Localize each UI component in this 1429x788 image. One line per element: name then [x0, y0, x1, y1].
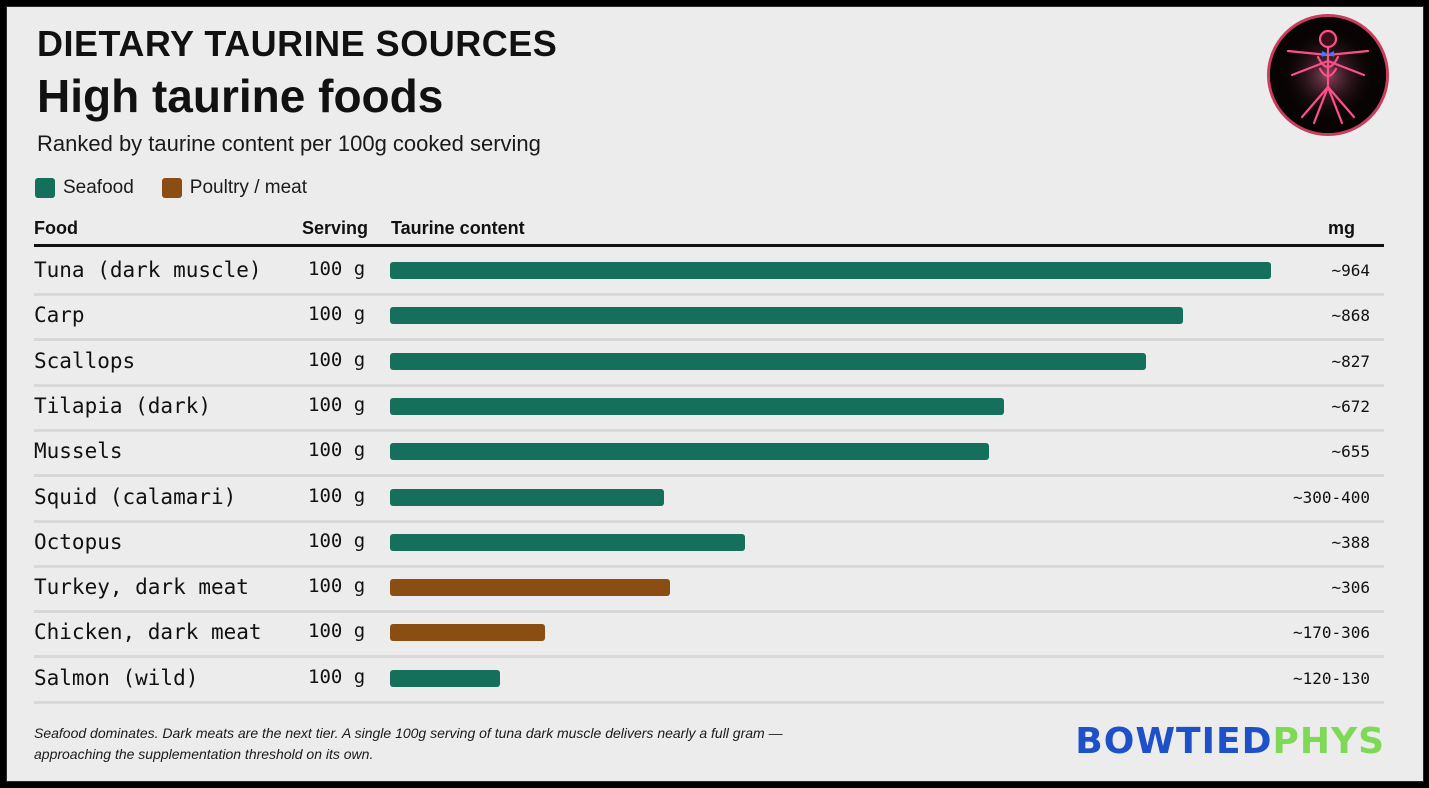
- food-name: Scallops: [34, 348, 136, 373]
- food-name: Squid (calamari): [34, 484, 237, 509]
- serving-size: 100 g: [308, 258, 366, 280]
- infographic-card: DIETARY TAURINE SOURCES High taurine foo…: [6, 6, 1424, 782]
- food-name: Salmon (wild): [34, 665, 199, 690]
- taurine-bar: [390, 262, 1271, 279]
- legend-swatch-poultry-meat: [161, 178, 182, 198]
- legend-item-poultry-meat: Poultry / meat: [161, 177, 308, 199]
- legend: Seafood Poultry / meat: [35, 177, 335, 199]
- column-header-mg: mg: [1328, 218, 1355, 238]
- serving-size: 100 g: [308, 575, 366, 598]
- table-row: Mussels 100 g ~655: [34, 429, 1384, 478]
- legend-swatch-seafood: [35, 178, 55, 198]
- taurine-value-label: ~306: [1331, 578, 1370, 598]
- serving-size: 100 g: [308, 393, 366, 416]
- legend-label-seafood: Seafood: [63, 177, 134, 198]
- kicker-title: DIETARY TAURINE SOURCES: [37, 23, 558, 64]
- taurine-bar: [390, 579, 670, 597]
- serving-size: 100 g: [308, 665, 366, 688]
- serving-size: 100 g: [308, 484, 366, 507]
- table-row: Turkey, dark meat 100 g ~306: [34, 565, 1384, 614]
- taurine-bar: [390, 533, 745, 551]
- legend-item-seafood: Seafood: [35, 177, 134, 199]
- column-header-serving: Serving: [302, 218, 369, 238]
- taurine-bar: [390, 624, 545, 642]
- brand-logo: BOWTIEDPHYS: [1075, 721, 1385, 762]
- food-name: Octopus: [34, 529, 123, 554]
- food-name: Tuna (dark muscle): [34, 258, 262, 282]
- table-row: Octopus 100 g ~388: [34, 520, 1384, 568]
- brand-part-2: PHYS: [1272, 721, 1385, 762]
- taurine-value-label: ~827: [1331, 351, 1370, 371]
- table-row: Scallops 100 g ~827: [34, 339, 1384, 387]
- table-row: Tilapia (dark) 100 g ~672: [34, 384, 1384, 432]
- serving-size: 100 g: [308, 348, 366, 371]
- taurine-bar: [390, 352, 1146, 370]
- column-header-taurine: Taurine content: [391, 218, 525, 238]
- brand-part-1: BOWTIED: [1075, 721, 1273, 762]
- table-row: Squid (calamari) 100 g ~300-400: [34, 475, 1384, 523]
- serving-size: 100 g: [308, 620, 366, 643]
- subtitle: Ranked by taurine content per 100g cooke…: [37, 131, 541, 156]
- food-name: Tilapia (dark): [34, 393, 212, 418]
- column-header-food: Food: [34, 218, 78, 238]
- table-row: Chicken, dark meat 100 g ~170-306: [34, 610, 1384, 659]
- food-name: Chicken, dark meat: [34, 620, 262, 645]
- serving-size: 100 g: [308, 303, 366, 326]
- table-row: Carp 100 g ~868: [34, 293, 1384, 342]
- footnote-line-1: Seafood dominates. Dark meats are the ne…: [34, 725, 783, 741]
- legend-label-poultry-meat: Poultry / meat: [189, 177, 308, 198]
- serving-size: 100 g: [308, 439, 366, 462]
- taurine-value-label: ~964: [1331, 261, 1370, 280]
- taurine-bar: [390, 488, 664, 506]
- page-title: High taurine foods: [37, 70, 444, 122]
- taurine-bar: [390, 397, 1004, 415]
- food-name: Mussels: [34, 439, 123, 464]
- table-row: Salmon (wild) 100 g ~120-130: [34, 656, 1384, 704]
- serving-size: 100 g: [308, 529, 366, 552]
- header-divider: [34, 244, 1384, 247]
- taurine-bar: [390, 443, 989, 461]
- taurine-value-label: ~120-130: [1292, 668, 1370, 688]
- taurine-value-label: ~868: [1331, 306, 1370, 326]
- table-row: Tuna (dark muscle) 100 g ~964: [34, 248, 1384, 296]
- food-name: Carp: [34, 303, 85, 328]
- taurine-value-label: ~655: [1331, 442, 1370, 462]
- food-name: Turkey, dark meat: [34, 575, 249, 600]
- taurine-value-label: ~170-306: [1292, 623, 1370, 643]
- taurine-value-label: ~388: [1331, 532, 1370, 552]
- taurine-bar: [390, 307, 1183, 325]
- taurine-bar: [390, 669, 500, 687]
- footnote: Seafood dominates. Dark meats are the ne…: [34, 723, 864, 765]
- taurine-value-label: ~300-400: [1292, 487, 1370, 507]
- taurine-value-label: ~672: [1331, 396, 1370, 416]
- vitruvian-figure-icon: [1267, 14, 1389, 136]
- footnote-line-2: approaching the supplementation threshol…: [34, 746, 374, 762]
